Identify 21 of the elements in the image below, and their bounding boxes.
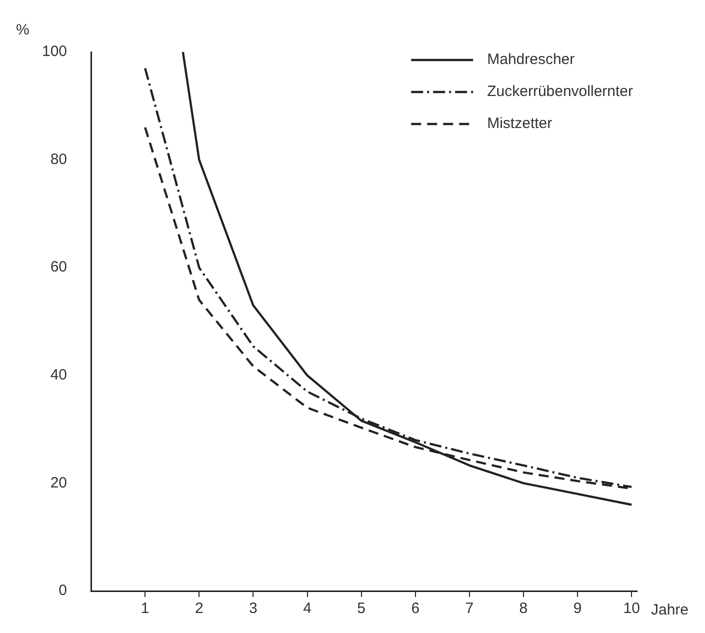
x-tick-label: 9 xyxy=(573,600,582,618)
y-tick-label: 40 xyxy=(50,366,68,384)
x-tick-label: 7 xyxy=(465,600,474,618)
y-axis-title: % xyxy=(16,22,30,39)
x-tick-label: 3 xyxy=(249,600,258,618)
y-tick-label: 60 xyxy=(50,258,68,276)
x-axis-title: Jahre xyxy=(651,602,689,619)
x-tick-label: 2 xyxy=(194,600,204,618)
legend-label: Mistzetter xyxy=(487,115,552,132)
y-tick-label: 20 xyxy=(50,474,68,492)
x-tick-label: 4 xyxy=(303,600,312,618)
x-tick-label: 1 xyxy=(140,600,150,618)
y-tick-label: 80 xyxy=(50,150,68,168)
x-tick-label: 10 xyxy=(623,600,640,618)
legend-label: Mahdrescher xyxy=(487,51,575,68)
x-tick-label: 6 xyxy=(411,600,420,618)
x-tick-label: 8 xyxy=(519,600,528,618)
y-tick-label: 100 xyxy=(42,43,68,60)
y-tick-label: 0 xyxy=(58,582,68,600)
legend-label: Zuckerrübenvollernter xyxy=(487,83,634,100)
x-tick-label: 5 xyxy=(357,600,366,618)
